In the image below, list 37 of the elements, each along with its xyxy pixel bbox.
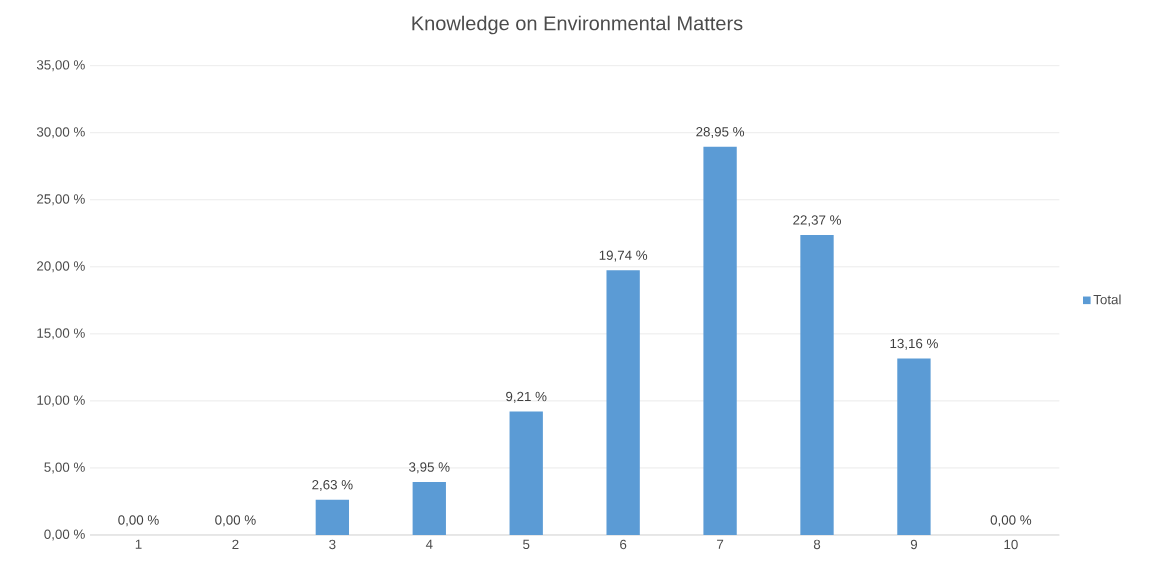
bar xyxy=(509,411,543,535)
y-tick-label: 30,00 % xyxy=(36,127,85,139)
y-tick-label: 0,00 % xyxy=(44,529,85,541)
y-tick-label: 35,00 % xyxy=(36,60,85,72)
data-label: 3,95 % xyxy=(409,462,450,474)
data-label: 2,63 % xyxy=(312,480,353,492)
x-tick-label: 9 xyxy=(910,539,918,550)
x-tick-label: 2 xyxy=(232,539,239,550)
data-label: 0,00 % xyxy=(118,515,159,527)
x-tick-label: 4 xyxy=(425,539,433,549)
data-label: 22,37 % xyxy=(793,215,841,227)
data-label: 0,00 % xyxy=(990,515,1032,527)
x-tick-label: 10 xyxy=(1004,539,1018,550)
y-tick-label: 15,00 % xyxy=(37,328,85,340)
bar xyxy=(897,358,931,535)
bar xyxy=(606,270,640,535)
y-tick-label: 5,00 % xyxy=(44,462,85,474)
y-tick-label: 20,00 % xyxy=(37,261,85,273)
x-tick-label: 7 xyxy=(717,539,724,549)
data-label: 13,16 % xyxy=(890,338,938,350)
legend-label: Total xyxy=(1093,294,1121,305)
data-label: 9,21 % xyxy=(506,391,547,403)
bar xyxy=(703,146,737,535)
bar xyxy=(800,235,834,535)
y-tick-label: 10,00 % xyxy=(37,395,85,407)
x-tick-label: 6 xyxy=(620,539,627,550)
y-tick-label: 25,00 % xyxy=(37,194,85,206)
x-tick-label: 3 xyxy=(329,539,336,550)
data-label: 19,74 % xyxy=(599,250,648,262)
data-label: 0,00 % xyxy=(215,515,256,527)
bar xyxy=(412,482,446,535)
data-label: 28,95 % xyxy=(696,127,745,139)
x-tick-label: 8 xyxy=(813,539,821,550)
chart-title: Knowledge on Environmental Matters xyxy=(412,15,743,35)
x-tick-label: 5 xyxy=(523,539,530,549)
x-tick-label: 1 xyxy=(135,539,142,549)
bar xyxy=(315,499,350,535)
